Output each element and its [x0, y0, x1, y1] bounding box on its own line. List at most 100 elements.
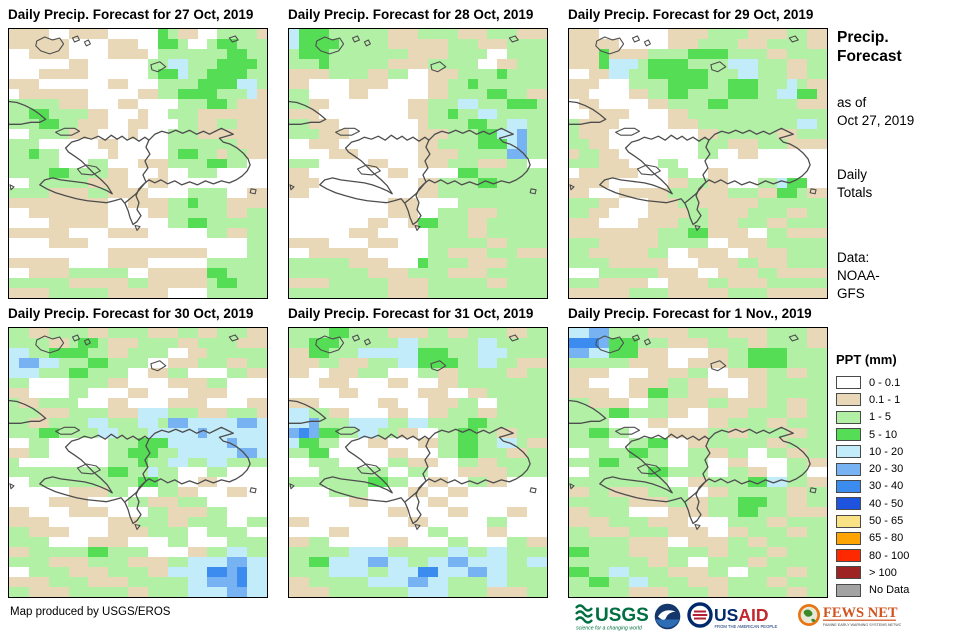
noaa-logo — [654, 603, 681, 629]
precip-cell — [717, 228, 728, 239]
precip-cell — [128, 557, 138, 568]
precip-cell — [608, 407, 619, 418]
precip-cell — [378, 188, 389, 199]
precip-cell — [18, 158, 29, 169]
precip-cell — [368, 29, 379, 39]
precip-cell — [648, 178, 659, 189]
precip-cell — [817, 248, 827, 259]
precip-cell — [497, 447, 508, 458]
precip-cell — [658, 417, 669, 428]
precip-cell — [707, 178, 718, 189]
precip-cell — [58, 118, 69, 129]
precip-cell — [447, 347, 458, 358]
precip-cell — [197, 497, 208, 508]
precip-cell — [678, 138, 689, 149]
precip-cell — [437, 477, 448, 488]
precip-cell — [289, 527, 299, 538]
precip-cell — [78, 238, 89, 249]
precip-cell — [678, 248, 689, 259]
precip-cell — [358, 477, 369, 488]
precip-cell — [737, 527, 748, 538]
precip-cell — [678, 467, 689, 478]
precip-cell — [569, 78, 579, 89]
precip-cell — [88, 527, 99, 538]
precip-cell — [787, 467, 798, 478]
precip-cell — [167, 258, 178, 269]
precip-cell — [527, 577, 538, 588]
precip-cell — [447, 218, 458, 229]
precip-cell — [688, 457, 698, 468]
precip-cell — [817, 417, 827, 428]
precip-cell — [227, 58, 238, 69]
precip-cell — [338, 188, 349, 199]
precip-cell — [197, 208, 208, 219]
precip-cell — [289, 477, 299, 488]
precip-cell — [98, 467, 109, 478]
precip-cell — [578, 477, 589, 488]
precip-cell — [678, 557, 689, 568]
precip-cell — [817, 38, 827, 49]
precip-cell — [108, 337, 119, 348]
precip-cell — [108, 178, 119, 189]
precip-cell — [9, 228, 19, 239]
precip-cell — [128, 88, 138, 99]
precip-cell — [578, 228, 589, 239]
precip-cell — [187, 477, 198, 488]
precip-cell — [217, 208, 228, 219]
precip-cell — [78, 78, 89, 89]
precip-cell — [308, 29, 319, 39]
precip-cell — [38, 48, 49, 59]
panel-title: Daily Precip. Forecast for 1 Nov., 2019 — [568, 306, 812, 321]
precip-cell — [688, 328, 698, 338]
precip-cell — [28, 577, 39, 588]
precip-cell — [727, 537, 738, 548]
precip-cell — [648, 238, 659, 249]
precip-cell — [618, 457, 629, 468]
precip-cell — [527, 517, 538, 528]
precip-cell — [207, 357, 218, 368]
precip-cell — [48, 29, 59, 39]
precip-cell — [58, 148, 69, 159]
precip-cell — [108, 208, 119, 219]
precip-cell — [578, 248, 589, 259]
precip-cell — [98, 98, 109, 109]
precip-cell — [68, 278, 79, 289]
precip-cell — [298, 48, 309, 59]
precip-cell — [408, 427, 418, 438]
precip-cell — [437, 248, 448, 259]
precip-cell — [658, 128, 669, 139]
precip-cell — [257, 577, 267, 588]
precip-cell — [467, 477, 478, 488]
precip-cell — [569, 98, 579, 109]
precip-cell — [128, 527, 138, 538]
precip-cell — [137, 577, 148, 588]
precip-cell — [457, 228, 468, 239]
precip-cell — [197, 198, 208, 209]
precip-cell — [427, 507, 438, 518]
precip-cell — [257, 347, 267, 358]
precip-cell — [497, 417, 508, 428]
precip-cell — [108, 268, 119, 279]
precip-cell — [338, 477, 349, 488]
precip-cell — [638, 288, 649, 298]
precip-cell — [797, 98, 808, 109]
precip-cell — [147, 48, 158, 59]
precip-cell — [128, 178, 138, 189]
precip-cell — [737, 417, 748, 428]
precip-cell — [727, 58, 738, 69]
precip-cell — [658, 477, 669, 488]
precip-cell — [588, 427, 599, 438]
precip-cell — [217, 437, 228, 448]
legend-label: 30 - 40 — [869, 480, 904, 493]
precip-cell — [737, 178, 748, 189]
precip-cell — [668, 178, 679, 189]
precip-cell — [9, 587, 19, 597]
precip-cell — [408, 228, 418, 239]
precip-cell — [487, 427, 498, 438]
precip-cell — [318, 517, 329, 528]
precip-cell — [147, 198, 158, 209]
precip-cell — [727, 447, 738, 458]
precip-cell — [618, 58, 629, 69]
precip-cell — [177, 29, 188, 39]
precip-cell — [648, 397, 659, 408]
